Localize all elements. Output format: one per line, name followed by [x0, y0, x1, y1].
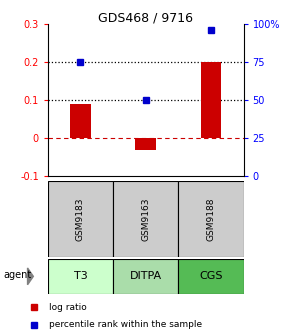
Bar — [48, 259, 113, 294]
Text: GDS468 / 9716: GDS468 / 9716 — [97, 12, 193, 25]
Bar — [178, 181, 244, 257]
Bar — [113, 259, 178, 294]
Text: T3: T3 — [74, 271, 87, 281]
Text: GSM9163: GSM9163 — [141, 198, 150, 241]
Bar — [201, 62, 222, 138]
Bar — [135, 138, 156, 150]
Bar — [70, 104, 91, 138]
Bar — [178, 259, 244, 294]
Text: agent: agent — [3, 270, 31, 280]
Text: GSM9183: GSM9183 — [76, 198, 85, 241]
Text: log ratio: log ratio — [49, 303, 87, 312]
Bar — [48, 181, 113, 257]
Text: percentile rank within the sample: percentile rank within the sample — [49, 321, 202, 329]
Polygon shape — [28, 268, 33, 285]
Text: DITPA: DITPA — [130, 271, 162, 281]
Text: CGS: CGS — [199, 271, 223, 281]
Bar — [113, 181, 178, 257]
Text: GSM9188: GSM9188 — [206, 198, 215, 241]
